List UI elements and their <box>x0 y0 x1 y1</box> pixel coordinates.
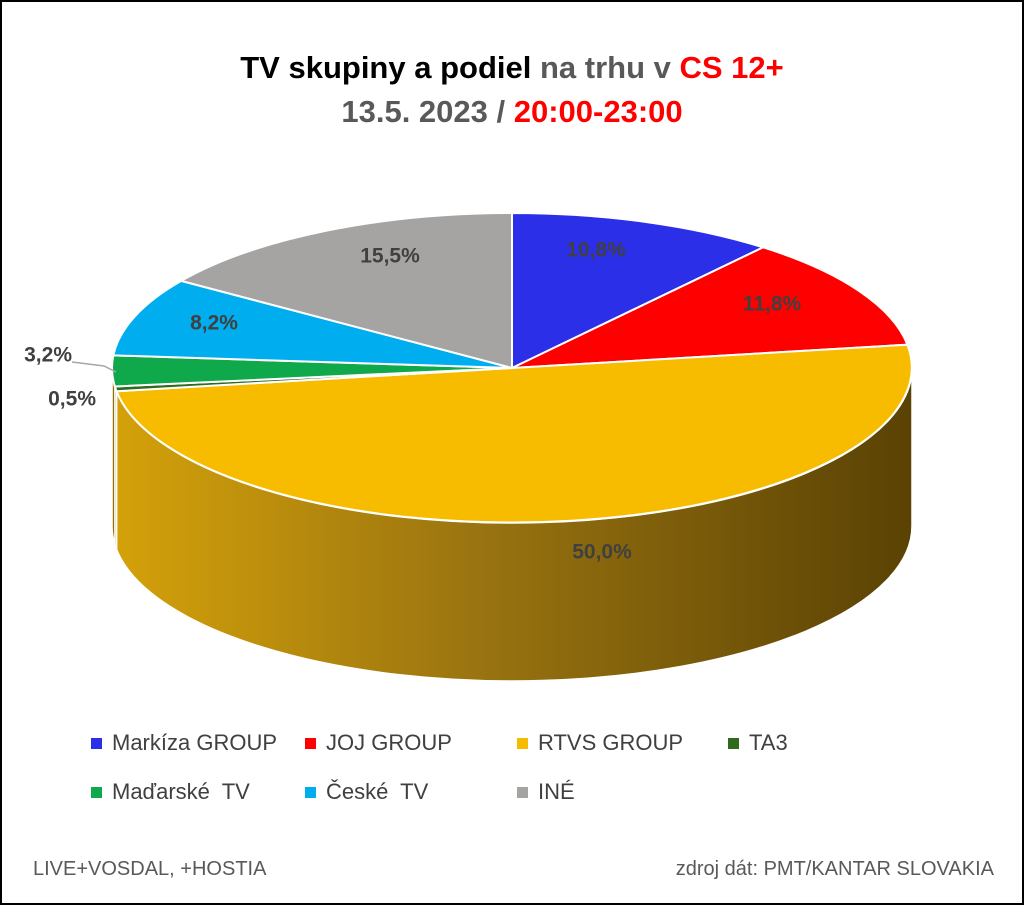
legend-swatch <box>305 737 316 749</box>
legend-label: Maďarské TV <box>112 779 250 804</box>
legend-swatch <box>91 786 102 798</box>
pie-side-ma-arsk-tv <box>111 367 116 545</box>
pie-slice-rtvs-group <box>115 343 913 524</box>
legend-swatch <box>517 786 528 798</box>
legend-item-in-: INÉ <box>517 779 575 805</box>
title-part-target: CS 12+ <box>679 50 784 85</box>
legend-label: Markíza GROUP <box>112 730 278 755</box>
legend-item-ta3: TA3 <box>728 730 788 756</box>
footer-note: LIVE+VOSDAL, +HOSTIA <box>33 858 267 880</box>
legend-item-mark-za-group: Markíza GROUP <box>91 730 277 756</box>
title-part-date: 13.5. 2023 / <box>341 94 514 129</box>
pie-slice--esk-tv <box>112 279 513 369</box>
data-label-ta3: 0,5% <box>48 388 96 411</box>
legend-item-rtvs-group: RTVS GROUP <box>517 730 683 756</box>
legend-label: RTVS GROUP <box>538 730 684 755</box>
pie-slice-mark-za-group <box>511 211 766 370</box>
legend-swatch <box>305 786 316 798</box>
legend-item-ma-arsk-tv: Maďarské TV <box>91 779 250 805</box>
pie-slice-joj-group <box>511 246 909 369</box>
footer-source: zdroj dát: PMT/KANTAR SLOVAKIA <box>675 858 994 880</box>
pie-top-face <box>111 211 913 524</box>
data-label-leader-line <box>71 361 117 373</box>
pie-slice-in- <box>178 211 513 370</box>
legend-swatch <box>517 737 528 749</box>
data-label-in-: 15,5% <box>360 245 420 268</box>
data-label-ma-arsk-tv: 3,2% <box>24 344 72 367</box>
chart-title-line1: TV skupiny a podiel na trhu v CS 12+ <box>0 48 1024 88</box>
data-label-joj-group: 11,8% <box>743 293 802 316</box>
legend-item-joj-group: JOJ GROUP <box>305 730 452 756</box>
title-part-time: 20:00-23:00 <box>513 94 683 129</box>
legend-item--esk-tv: České TV <box>305 779 428 805</box>
legend-swatch <box>728 737 739 749</box>
title-part-groups: TV skupiny a podiel <box>240 50 532 85</box>
legend-label: TA3 <box>749 730 788 755</box>
data-label-mark-za-group: 10,8% <box>566 239 626 262</box>
legend-label: INÉ <box>538 779 575 804</box>
legend-label: České TV <box>326 779 429 804</box>
data-label-rtvs-group: 50,0% <box>572 541 632 564</box>
chart-title-line2: 13.5. 2023 / 20:00-23:00 <box>0 92 1024 132</box>
title-part-market: na trhu v <box>531 50 680 85</box>
legend-label: JOJ GROUP <box>326 730 452 755</box>
data-label--esk-tv: 8,2% <box>190 312 238 335</box>
pie-data-labels: 10,8% 11,8% 50,0% 0,5% 3,2% 8,2% 15,5% <box>24 239 801 564</box>
legend-swatch <box>91 737 102 749</box>
